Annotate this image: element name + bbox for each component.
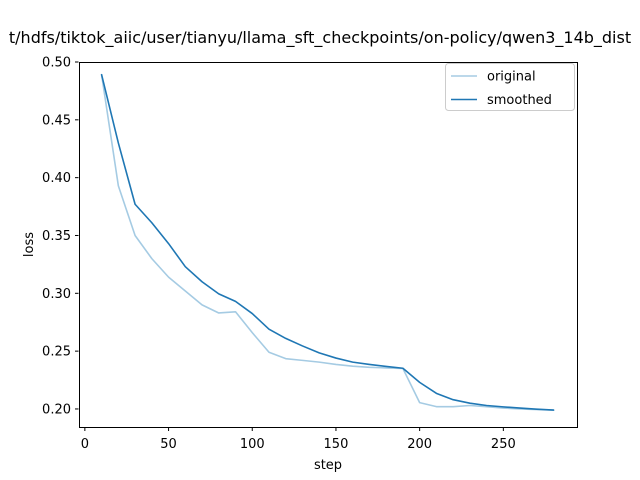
y-tick-label: 0.35 bbox=[42, 229, 71, 244]
x-tick-label: 50 bbox=[160, 437, 177, 452]
y-tick-label: 0.45 bbox=[42, 113, 71, 128]
y-tick-label: 0.50 bbox=[42, 56, 71, 71]
series-line-smoothed bbox=[100, 73, 555, 411]
x-tick-label: 200 bbox=[407, 437, 432, 452]
legend-label-smoothed: smoothed bbox=[487, 93, 552, 108]
x-axis-label: step bbox=[314, 458, 342, 473]
x-tick-label: 0 bbox=[81, 437, 89, 452]
axes-frame bbox=[79, 62, 578, 428]
x-tick-label: 100 bbox=[240, 437, 265, 452]
chart-title: t/hdfs/tiktok_aiic/user/tianyu/llama_sft… bbox=[8, 28, 632, 47]
y-tick-label: 0.30 bbox=[42, 287, 71, 302]
y-axis-label: loss bbox=[22, 232, 37, 257]
legend-box bbox=[445, 63, 575, 111]
y-tick-label: 0.20 bbox=[42, 402, 71, 417]
y-tick-label: 0.40 bbox=[42, 171, 71, 186]
x-tick-label: 250 bbox=[491, 437, 516, 452]
series-line-original bbox=[100, 73, 555, 411]
y-tick-label: 0.25 bbox=[42, 345, 71, 360]
legend-label-original: original bbox=[487, 70, 536, 85]
x-tick-label: 150 bbox=[324, 437, 349, 452]
